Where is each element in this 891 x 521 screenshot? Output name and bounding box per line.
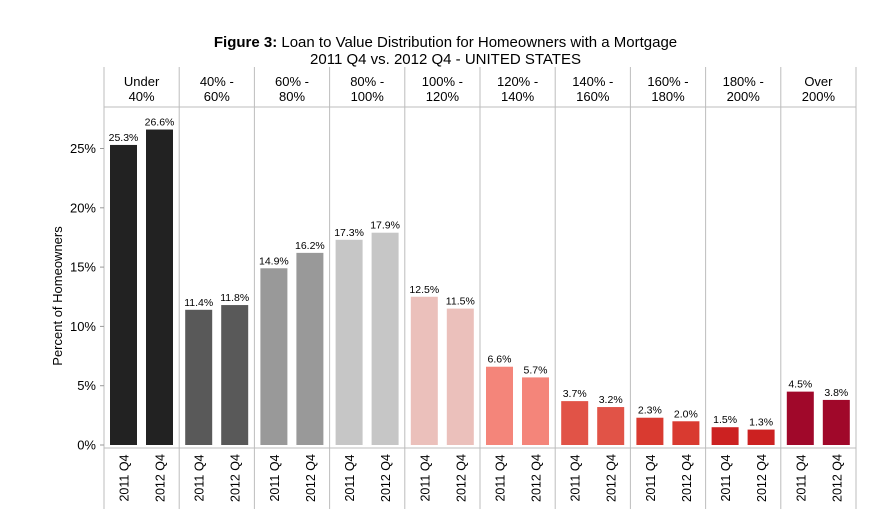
bar (522, 377, 549, 445)
y-tick-label: 10% (70, 319, 96, 334)
bar (672, 421, 700, 445)
bar (410, 296, 438, 445)
x-tick-label: 2011 Q4 (569, 454, 583, 501)
x-tick-label: 2011 Q4 (494, 454, 508, 501)
data-label: 17.3% (334, 227, 364, 239)
group-label: 140% (501, 89, 535, 104)
x-tick-label: 2012 Q4 (530, 454, 544, 502)
bar (636, 417, 664, 445)
chart-subtitle: 2011 Q4 vs. 2012 Q4 - UNITED STATES (310, 51, 581, 68)
x-tick-label: 2011 Q4 (193, 454, 207, 501)
group-label: 80% - (350, 74, 384, 89)
x-tick-label: 2011 Q4 (644, 454, 658, 501)
group-label: 40% - (200, 74, 234, 89)
group-label: 80% (279, 89, 305, 104)
group-label: 140% - (572, 74, 613, 89)
data-label: 1.3% (749, 417, 773, 429)
data-label: 5.7% (524, 364, 548, 376)
bar (185, 309, 213, 445)
y-tick-label: 0% (77, 438, 96, 453)
group-label: 120% - (497, 74, 538, 89)
x-tick-label: 2011 Q4 (118, 454, 132, 501)
bar (711, 427, 739, 445)
y-tick-label: 25% (70, 141, 96, 156)
x-tick-label: 2012 Q4 (454, 454, 468, 502)
bar (561, 401, 589, 445)
y-tick-label: 15% (70, 260, 96, 275)
x-tick-label: 2011 Q4 (418, 454, 432, 501)
y-tick-label: 20% (70, 200, 96, 215)
bar (786, 391, 814, 445)
bar (597, 407, 625, 445)
group-label: 60% - (275, 74, 309, 89)
group-label: 100% (351, 89, 385, 104)
x-tick-label: 2012 Q4 (304, 454, 318, 502)
data-label: 12.5% (409, 284, 439, 296)
group-label: 60% (204, 89, 230, 104)
group-label: 200% (727, 89, 761, 104)
x-tick-label: 2012 Q4 (229, 454, 243, 502)
data-label: 11.4% (184, 297, 213, 309)
group-label: 120% (426, 89, 460, 104)
chart-title-block: Figure 3: Loan to Value Distribution for… (0, 34, 891, 68)
bar (446, 308, 474, 445)
x-tick-label: 2011 Q4 (343, 454, 357, 501)
bar (371, 232, 399, 445)
bar (110, 144, 137, 446)
data-label: 2.0% (674, 408, 698, 420)
x-tick-label: 2012 Q4 (755, 454, 769, 502)
y-tick-label: 5% (77, 378, 96, 393)
bar (335, 239, 363, 445)
group-label: 160% - (647, 74, 688, 89)
group-label: 200% (802, 89, 836, 104)
group-label: 180% - (723, 74, 764, 89)
chart-title-main: Loan to Value Distribution for Homeowner… (281, 34, 678, 51)
chart-title: Figure 3: Loan to Value Distribution for… (0, 34, 891, 51)
data-label: 16.2% (295, 240, 325, 252)
bar (221, 305, 249, 445)
x-tick-label: 2012 Q4 (154, 454, 168, 502)
bar (146, 129, 173, 446)
data-label: 17.9% (370, 220, 400, 232)
data-label: 1.5% (713, 414, 737, 426)
data-label: 4.5% (788, 379, 812, 391)
x-tick-label: 2011 Q4 (719, 454, 733, 501)
y-axis-label: Percent of Homeowners (50, 226, 65, 366)
group-label: 160% (576, 89, 610, 104)
bar (260, 268, 288, 445)
x-tick-label: 2011 Q4 (794, 454, 808, 501)
group-label: 100% - (422, 74, 463, 89)
data-label: 3.2% (599, 394, 623, 406)
data-label: 26.6% (145, 117, 175, 129)
x-tick-label: 2012 Q4 (830, 454, 844, 502)
x-tick-label: 2012 Q4 (680, 454, 694, 502)
bar (296, 252, 324, 445)
data-label: 11.8% (220, 292, 249, 304)
data-label: 3.7% (563, 388, 587, 400)
group-label: 40% (129, 89, 155, 104)
x-tick-label: 2011 Q4 (268, 454, 282, 501)
bar (747, 429, 775, 445)
bar (822, 399, 850, 445)
data-label: 3.8% (824, 387, 848, 399)
x-tick-label: 2012 Q4 (379, 454, 393, 502)
data-label: 6.6% (488, 354, 512, 366)
group-label: Under (124, 74, 160, 89)
bar (486, 366, 513, 445)
chart-title-prefix: Figure 3: (213, 34, 278, 51)
data-label: 25.3% (109, 132, 139, 144)
data-label: 11.5% (446, 296, 475, 308)
group-label: Over (804, 74, 833, 89)
group-label: 180% (651, 89, 685, 104)
data-label: 2.3% (638, 405, 662, 417)
data-label: 14.9% (259, 255, 289, 267)
x-tick-label: 2012 Q4 (605, 454, 619, 502)
